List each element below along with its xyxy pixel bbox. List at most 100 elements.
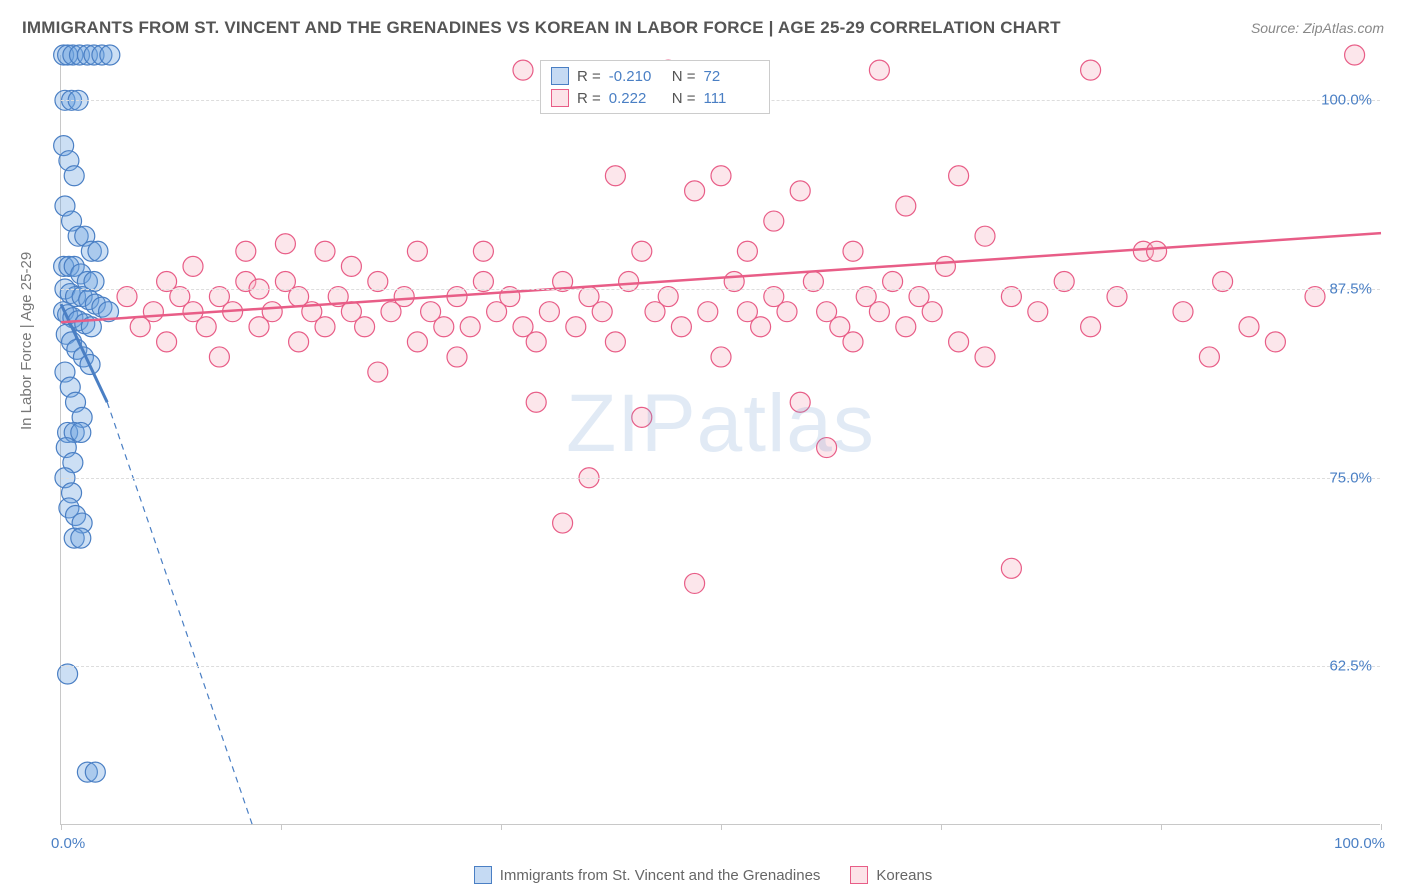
data-point xyxy=(1265,332,1285,352)
swatch-series2 xyxy=(551,89,569,107)
data-point xyxy=(711,166,731,186)
data-point xyxy=(711,347,731,367)
data-point xyxy=(315,241,335,261)
swatch-bottom-1 xyxy=(474,866,492,884)
data-point xyxy=(1081,60,1101,80)
data-point xyxy=(975,347,995,367)
data-point xyxy=(85,762,105,782)
r-label-2: R = xyxy=(577,90,601,107)
data-point xyxy=(935,256,955,276)
data-point xyxy=(605,166,625,186)
x-axis-max-label: 100.0% xyxy=(1334,835,1385,852)
data-point xyxy=(64,166,84,186)
data-point xyxy=(157,332,177,352)
data-point xyxy=(949,332,969,352)
data-point xyxy=(289,332,309,352)
data-point xyxy=(100,45,120,65)
data-point xyxy=(975,226,995,246)
data-point xyxy=(1081,317,1101,337)
x-axis-min-label: 0.0% xyxy=(51,835,85,852)
data-point xyxy=(1173,302,1193,322)
data-point xyxy=(1199,347,1219,367)
data-point xyxy=(1028,302,1048,322)
data-point xyxy=(922,302,942,322)
data-point xyxy=(71,528,91,548)
legend-bottom: Immigrants from St. Vincent and the Gren… xyxy=(0,866,1406,884)
data-point xyxy=(896,317,916,337)
data-point xyxy=(737,241,757,261)
data-point xyxy=(275,234,295,254)
data-point xyxy=(605,332,625,352)
data-point xyxy=(539,302,559,322)
legend-row-series2: R = 0.222 N = 111 xyxy=(551,87,759,109)
data-point xyxy=(183,256,203,276)
data-point xyxy=(434,317,454,337)
data-point xyxy=(790,181,810,201)
swatch-bottom-2 xyxy=(850,866,868,884)
gridline xyxy=(61,289,1380,290)
data-point xyxy=(1239,317,1259,337)
title-bar: IMMIGRANTS FROM ST. VINCENT AND THE GREN… xyxy=(22,18,1384,38)
data-point xyxy=(209,347,229,367)
data-point xyxy=(896,196,916,216)
data-point xyxy=(751,317,771,337)
y-tick-label: 75.0% xyxy=(1329,469,1372,486)
n-label-1: N = xyxy=(672,68,696,85)
gridline xyxy=(61,478,1380,479)
data-point xyxy=(315,317,335,337)
legend-row-series1: R = -0.210 N = 72 xyxy=(551,65,759,87)
y-tick-label: 62.5% xyxy=(1329,658,1372,675)
trend-line-extension xyxy=(107,402,252,825)
source-label: Source: ZipAtlas.com xyxy=(1251,20,1384,36)
y-tick-label: 100.0% xyxy=(1321,92,1372,109)
x-tick xyxy=(1381,824,1382,830)
data-point xyxy=(777,302,797,322)
data-point xyxy=(407,332,427,352)
x-tick xyxy=(1161,824,1162,830)
swatch-series1 xyxy=(551,67,569,85)
data-point xyxy=(513,60,533,80)
data-point xyxy=(632,407,652,427)
legend-bottom-item2: Koreans xyxy=(850,866,932,884)
data-point xyxy=(949,166,969,186)
data-point xyxy=(262,302,282,322)
n-label-2: N = xyxy=(672,90,696,107)
data-point xyxy=(843,332,863,352)
r-value-2: 0.222 xyxy=(609,90,664,107)
legend-bottom-label2: Koreans xyxy=(876,867,932,884)
n-value-1: 72 xyxy=(704,68,759,85)
data-point xyxy=(698,302,718,322)
data-point xyxy=(526,392,546,412)
x-tick xyxy=(61,824,62,830)
data-point xyxy=(407,241,427,261)
data-point xyxy=(473,241,493,261)
data-point xyxy=(368,362,388,382)
gridline xyxy=(61,666,1380,667)
r-value-1: -0.210 xyxy=(609,68,664,85)
data-point xyxy=(341,256,361,276)
r-label-1: R = xyxy=(577,68,601,85)
data-point xyxy=(1147,241,1167,261)
data-point xyxy=(236,241,256,261)
data-point xyxy=(71,422,91,442)
data-point xyxy=(566,317,586,337)
plot-area: ZIPatlas 0.0% 100.0% 62.5%75.0%87.5%100.… xyxy=(60,55,1380,825)
data-point xyxy=(1001,558,1021,578)
chart-svg xyxy=(61,55,1380,824)
data-point xyxy=(790,392,810,412)
data-point xyxy=(671,317,691,337)
n-value-2: 111 xyxy=(704,90,759,107)
x-tick xyxy=(501,824,502,830)
data-point xyxy=(1345,45,1365,65)
data-point xyxy=(447,347,467,367)
data-point xyxy=(355,317,375,337)
data-point xyxy=(869,60,889,80)
data-point xyxy=(685,181,705,201)
data-point xyxy=(143,302,163,322)
data-point xyxy=(88,241,108,261)
x-tick xyxy=(721,824,722,830)
data-point xyxy=(843,241,863,261)
legend-bottom-item1: Immigrants from St. Vincent and the Gren… xyxy=(474,866,821,884)
data-point xyxy=(764,211,784,231)
legend-bottom-label1: Immigrants from St. Vincent and the Gren… xyxy=(500,867,821,884)
